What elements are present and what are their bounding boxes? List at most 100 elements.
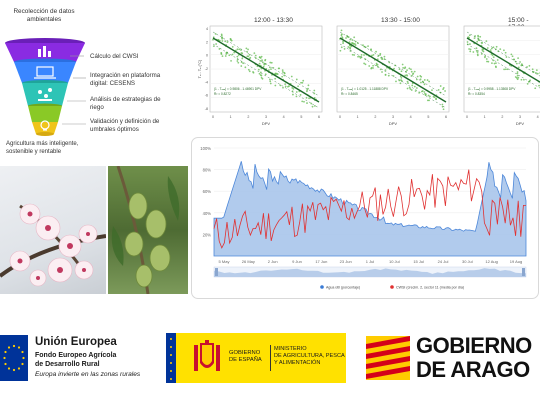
eu-fund: Fondo Europeo Agrícola de Desarrollo Rur… [35, 352, 117, 368]
scatter-point [281, 71, 284, 73]
scatter-point [376, 63, 379, 66]
scatter-point [218, 48, 221, 50]
scatter-point [284, 83, 287, 85]
scatter-point [512, 58, 515, 61]
spain-gov-text: GOBIERNO DE ESPAÑA [229, 350, 262, 363]
scatter-point [420, 81, 422, 84]
scatter-point [306, 102, 308, 104]
scatter-point [236, 48, 239, 51]
regression-equation: (1 - Tₐₐₐ) = 0.9958 - 1.13508 DPV [468, 87, 516, 91]
scatter-point [384, 69, 387, 72]
scatter-point [432, 95, 435, 98]
confidence-upper [339, 31, 447, 97]
scatter-point [241, 57, 244, 60]
scatter-point [510, 53, 513, 56]
irrigation-icon [38, 88, 52, 101]
scatter-point [342, 40, 344, 43]
scatter-point [283, 72, 286, 75]
scatter-point [420, 75, 423, 78]
scatter-point [229, 38, 232, 40]
scatter-point [410, 89, 413, 91]
scatter-point [410, 68, 412, 71]
scatter-point [375, 62, 378, 65]
scatter-point [246, 50, 248, 53]
scatter-point [531, 68, 534, 71]
scatter-point [388, 61, 391, 64]
scatter-point [412, 72, 415, 75]
laptop-icon [34, 66, 56, 79]
scatter-point [476, 54, 479, 57]
scatter-point [406, 74, 409, 77]
x-tick-label: 23 Jun [340, 259, 352, 264]
chart-icon [38, 46, 51, 57]
scatter-point [295, 95, 298, 98]
scatter-point [292, 93, 294, 96]
funnel-step-3-label: Análisis de estrategias de riego [90, 96, 161, 111]
scatter-point [258, 56, 261, 59]
scatter-point [269, 78, 271, 81]
x-tick-label: 1 [484, 115, 486, 119]
scatter-point [383, 58, 386, 61]
scatter-point [224, 40, 227, 43]
scatter-point [400, 76, 403, 79]
scatter-point [231, 53, 234, 56]
scatter-point [279, 84, 282, 87]
scatter-point [377, 55, 380, 58]
y-tick-label: 20% [203, 232, 212, 237]
x-tick-label: 17 Jun [315, 259, 327, 264]
scatter-point [247, 48, 249, 51]
scatter-point [307, 84, 310, 87]
cwsi-series [213, 169, 527, 249]
scatter-point [427, 94, 430, 97]
scatter-point [472, 51, 475, 53]
x-tick-label: 4 [283, 115, 285, 119]
lightbulb-icon [40, 120, 50, 131]
scatter-point [496, 59, 499, 61]
scatter-point [360, 53, 363, 56]
scatter-point [282, 86, 284, 89]
scatter-point [220, 34, 223, 37]
eu-title: Unión Europea [35, 336, 117, 348]
scatter-point [269, 61, 272, 64]
scatter-point [409, 88, 412, 90]
scatter-point [492, 46, 495, 49]
regression-equation: R² = 0.8272 [214, 92, 231, 96]
scatter-point [468, 36, 470, 39]
scatter-point [514, 76, 517, 78]
scatter-point [345, 37, 347, 39]
y-tick-label: 60% [203, 189, 212, 194]
scatter-point [435, 98, 437, 101]
scatter-point [291, 87, 294, 89]
scatter-point [495, 45, 498, 48]
chart-legend: Agua útil (porcentaje) CWSI (crecim. 2, s… [320, 285, 464, 290]
scatter-point [370, 49, 372, 51]
scatter-point [400, 79, 402, 81]
funnel-step-2-label: Integración en plataforma digital: CESEN… [90, 72, 161, 87]
scatter-point [303, 100, 305, 103]
scatter-point [441, 103, 444, 106]
scatter-point [492, 56, 495, 59]
scatter-point [277, 67, 280, 70]
scatter-point [340, 29, 343, 32]
y-tick-label: 40% [203, 211, 212, 216]
scatter-point [226, 41, 229, 43]
scatter-point [310, 102, 313, 105]
scatter-point [259, 71, 262, 74]
confidence-lower [339, 43, 447, 109]
scatter-point [236, 60, 239, 62]
scatter-point [340, 46, 343, 49]
x-tick-label: 0 [212, 115, 214, 119]
scatter-point [400, 70, 403, 73]
x-tick-label: 1 [230, 115, 232, 119]
scatter-point [238, 48, 241, 51]
legend-label: Agua útil (porcentaje) [326, 286, 360, 290]
aragon-flag-icon [366, 336, 410, 380]
scatter-point [363, 62, 366, 65]
scatter-point [516, 72, 519, 75]
scatter-point [259, 59, 262, 62]
x-tick-label: 3 [265, 115, 267, 119]
scatter-point [269, 80, 272, 83]
scatter-point [357, 55, 359, 58]
scatter-point [240, 49, 242, 51]
